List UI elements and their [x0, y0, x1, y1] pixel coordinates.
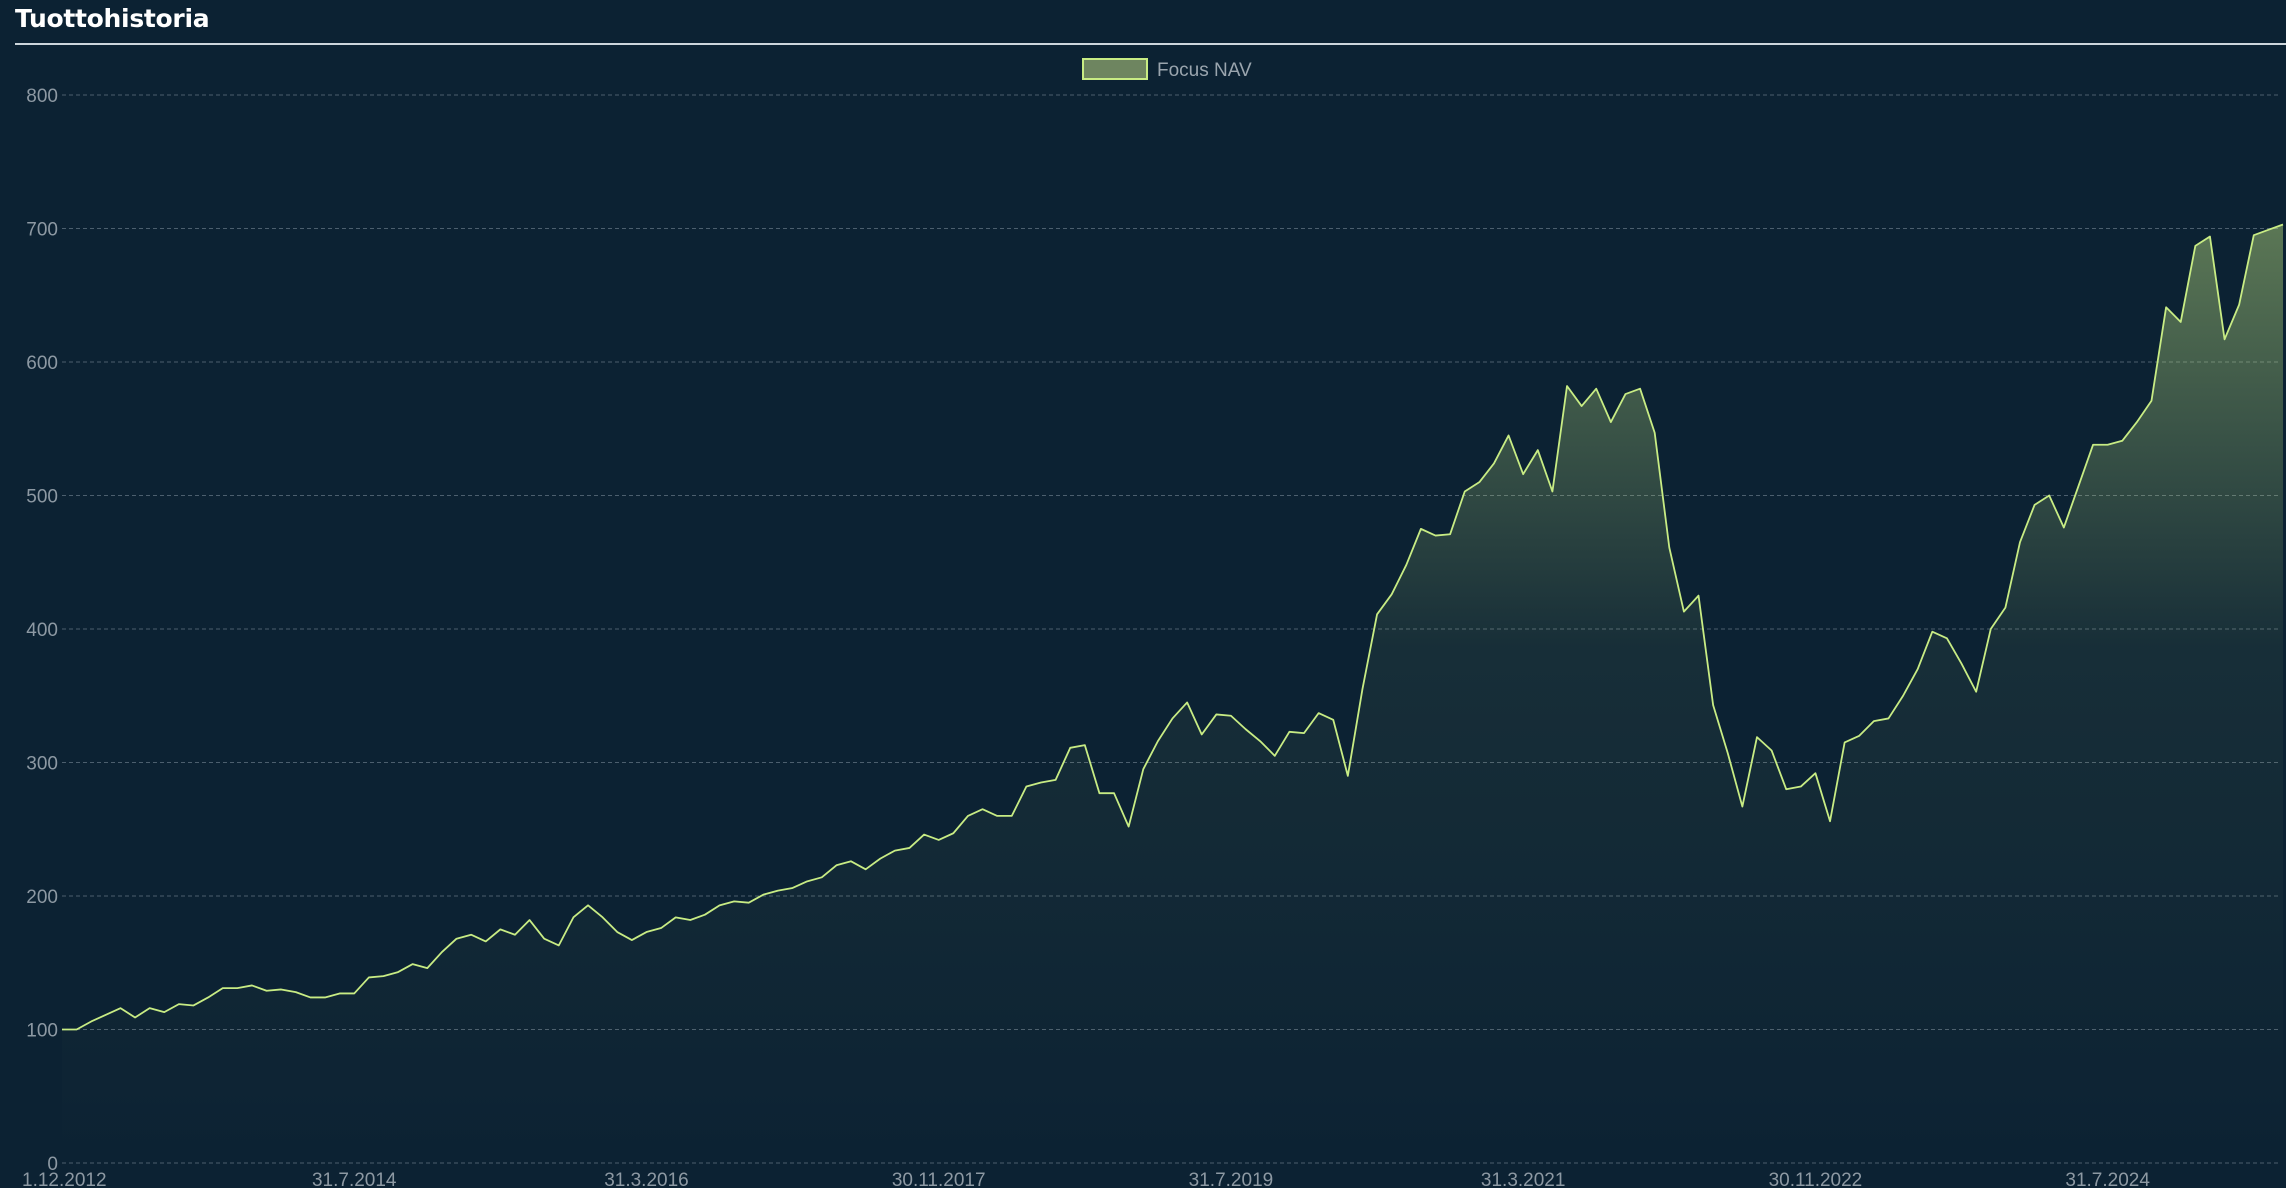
- series-area-focus-nav: [62, 224, 2283, 1163]
- x-tick-label: 31.3.2016: [604, 1170, 689, 1188]
- series-line-layer: [62, 223, 2284, 1031]
- y-tick-label: 700: [26, 220, 58, 241]
- y-axis-ticks: 0 100 200 300 400 500 600 700 800: [26, 86, 58, 1175]
- x-tick-label: 1.12.2012: [22, 1170, 107, 1188]
- series-line-focus-nav[interactable]: [62, 223, 2284, 1031]
- chart-title: Tuottohistoria: [15, 4, 210, 33]
- x-tick-label: 31.3.2021: [1481, 1170, 1566, 1188]
- legend[interactable]: Focus NAV: [1082, 58, 1252, 81]
- y-tick-label: 200: [26, 887, 58, 908]
- legend-label-focus-nav[interactable]: Focus NAV: [1157, 60, 1252, 81]
- x-tick-label: 31.7.2024: [2065, 1170, 2150, 1188]
- x-tick-label: 30.11.2017: [892, 1170, 986, 1188]
- x-tick-label: 31.7.2014: [312, 1170, 397, 1188]
- y-tick-label: 300: [26, 754, 58, 775]
- y-tick-label: 600: [26, 353, 58, 374]
- title-divider: [15, 43, 2286, 45]
- series-area-layer: [62, 224, 2283, 1163]
- x-tick-label: 31.7.2019: [1189, 1170, 1274, 1188]
- y-tick-label: 0: [47, 1154, 58, 1175]
- x-tick-label: 30.11.2022: [1769, 1170, 1863, 1188]
- legend-swatch-focus-nav[interactable]: [1082, 58, 1148, 80]
- y-tick-label: 500: [26, 487, 58, 508]
- y-tick-label: 800: [26, 86, 58, 107]
- y-tick-label: 400: [26, 620, 58, 641]
- y-tick-label: 100: [26, 1021, 58, 1042]
- x-axis-ticks: 1.12.2012 31.7.2014 31.3.2016 30.11.2017 31.…: [22, 1170, 2150, 1188]
